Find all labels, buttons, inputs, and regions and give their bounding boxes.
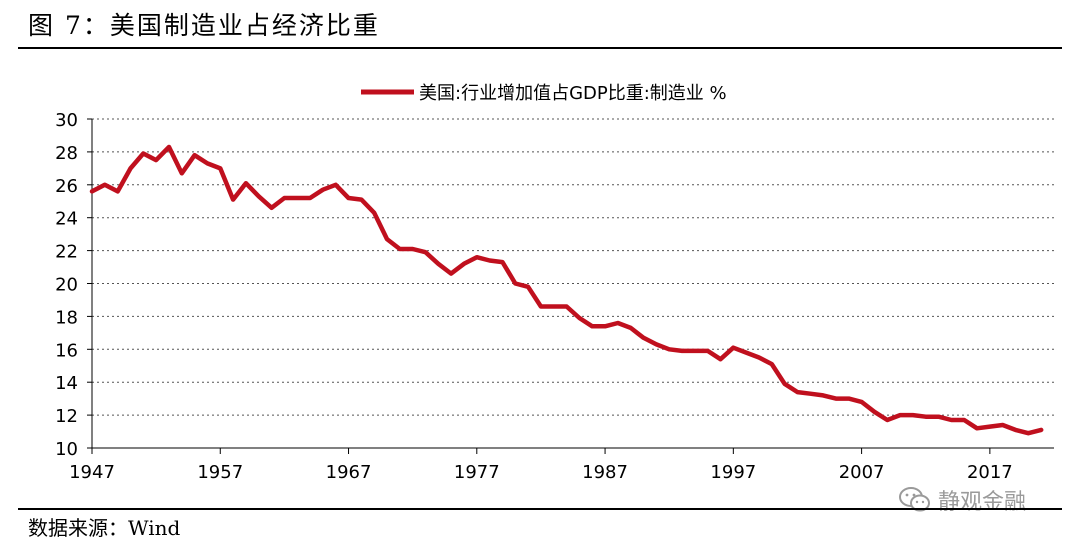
y-tick-label: 24 bbox=[55, 209, 78, 230]
series-line bbox=[89, 144, 1044, 436]
x-tick-label: 1987 bbox=[582, 462, 628, 483]
gridlines bbox=[92, 118, 1054, 416]
y-tick-label: 20 bbox=[55, 275, 78, 296]
wechat-icon bbox=[899, 487, 930, 512]
x-tick-label: 2007 bbox=[839, 462, 885, 483]
y-tick-label: 26 bbox=[55, 176, 78, 197]
y-tick-label: 12 bbox=[55, 406, 78, 427]
y-tick-label: 10 bbox=[55, 439, 78, 460]
y-tick-label: 14 bbox=[55, 373, 78, 394]
x-tick-label: 1977 bbox=[454, 462, 500, 483]
watermark: 静观金融 bbox=[898, 484, 1026, 516]
axes bbox=[87, 118, 1054, 454]
top-rule bbox=[18, 47, 1062, 49]
x-tick-label: 1967 bbox=[326, 462, 372, 483]
legend: 美国:行业增加值占GDP比重:制造业 % bbox=[361, 83, 727, 104]
watermark-text: 静观金融 bbox=[938, 490, 1027, 515]
x-tick-label: 1947 bbox=[69, 462, 115, 483]
y-tick-label: 18 bbox=[55, 307, 78, 328]
y-tick-label: 28 bbox=[55, 143, 78, 164]
y-tick-label: 16 bbox=[55, 340, 78, 361]
bottom-rule bbox=[18, 508, 1062, 510]
series-lines bbox=[89, 144, 1044, 436]
y-tick-labels: 30 28 26 24 22 20 18 16 14 12 10 bbox=[55, 110, 78, 460]
x-tick-label: 2017 bbox=[967, 462, 1013, 483]
x-tick-label: 1957 bbox=[197, 462, 243, 483]
data-source: 数据来源：Wind bbox=[28, 516, 181, 540]
x-tick-labels: 1947 1957 1967 1977 1987 1997 2007 2017 bbox=[69, 462, 1013, 483]
legend-label: 美国:行业增加值占GDP比重:制造业 % bbox=[419, 83, 727, 104]
figure-title: 图 7：美国制造业占经济比重 bbox=[28, 11, 380, 40]
x-tick-label: 1997 bbox=[710, 462, 756, 483]
y-tick-label: 30 bbox=[55, 110, 78, 131]
y-tick-label: 22 bbox=[55, 242, 78, 263]
